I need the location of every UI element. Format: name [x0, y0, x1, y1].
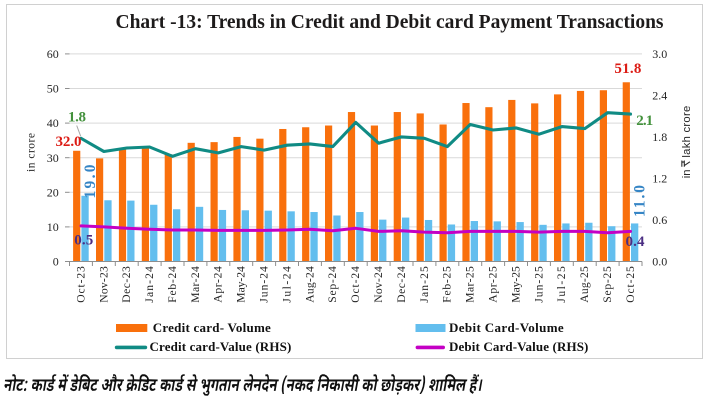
svg-text:51.8: 51.8: [614, 61, 641, 77]
svg-text:in crore: in crore: [26, 133, 38, 172]
svg-text:Jul-24: Jul-24: [280, 266, 293, 303]
svg-text:0: 0: [53, 255, 59, 269]
svg-text:0.0: 0.0: [652, 254, 667, 268]
svg-text:Feb-25: Feb-25: [441, 266, 454, 303]
svg-text:Jan-24: Jan-24: [143, 266, 156, 303]
svg-text:19.0: 19.0: [82, 164, 99, 198]
svg-text:40: 40: [47, 116, 59, 130]
svg-text:Jun-25: Jun-25: [532, 266, 545, 303]
svg-text:Apr-24: Apr-24: [212, 266, 225, 303]
svg-text:11.0: 11.0: [632, 185, 649, 217]
svg-text:Chart -13: Trends in Credit an: Chart -13: Trends in Credit and Debit ca…: [116, 12, 664, 33]
svg-text:60: 60: [47, 47, 59, 61]
svg-text:Jan-25: Jan-25: [418, 266, 431, 303]
svg-text:Jun-24: Jun-24: [258, 266, 271, 303]
svg-text:Feb-24: Feb-24: [166, 266, 179, 303]
svg-text:32.0: 32.0: [56, 134, 82, 150]
svg-text:Mar-25: Mar-25: [464, 266, 477, 303]
svg-text:lakh crore: lakh crore: [681, 106, 693, 158]
svg-text:Dec-24: Dec-24: [395, 266, 408, 303]
svg-text:Sep-25: Sep-25: [601, 266, 614, 303]
svg-text:Dec-23: Dec-23: [120, 266, 133, 303]
svg-text:Nov-24: Nov-24: [372, 266, 385, 303]
svg-text:May-25: May-25: [509, 266, 522, 303]
svg-text:Credit card-Value (RHS): Credit card-Value (RHS): [150, 339, 292, 354]
svg-text:Mar-24: Mar-24: [189, 266, 202, 303]
svg-text:Jul-25: Jul-25: [555, 266, 568, 303]
svg-text:1.8: 1.8: [68, 110, 86, 126]
svg-text:0.5: 0.5: [74, 233, 93, 249]
svg-text:Debit Card-Volume: Debit Card-Volume: [449, 320, 564, 335]
svg-text:Nov-23: Nov-23: [97, 266, 110, 303]
svg-text:Oct-23: Oct-23: [74, 266, 87, 303]
svg-text:2.1: 2.1: [636, 113, 653, 129]
svg-text:1.8: 1.8: [652, 130, 667, 144]
svg-text:Debit Card-Value (RHS): Debit Card-Value (RHS): [449, 339, 588, 354]
svg-text:Sep-24: Sep-24: [326, 266, 339, 303]
svg-text:0.6: 0.6: [652, 213, 667, 227]
svg-text:Apr-25: Apr-25: [487, 266, 500, 303]
svg-text:3.0: 3.0: [652, 47, 667, 61]
svg-text:Aug-24: Aug-24: [303, 266, 316, 303]
svg-text:May-24: May-24: [235, 266, 248, 303]
svg-text:0.4: 0.4: [626, 234, 646, 250]
svg-text:Oct-24: Oct-24: [349, 266, 362, 303]
svg-text:Aug-25: Aug-25: [578, 266, 591, 303]
svg-text:in: in: [681, 170, 693, 179]
svg-text:Oct-25: Oct-25: [624, 266, 637, 303]
svg-text:Credit card- Volume: Credit card- Volume: [153, 320, 271, 335]
svg-text:1.2: 1.2: [652, 171, 667, 185]
svg-text:10: 10: [47, 220, 59, 234]
svg-text:2.4: 2.4: [652, 88, 667, 102]
svg-text:50: 50: [47, 82, 59, 96]
svg-text:20: 20: [47, 185, 59, 199]
svg-text:30: 30: [47, 151, 59, 165]
